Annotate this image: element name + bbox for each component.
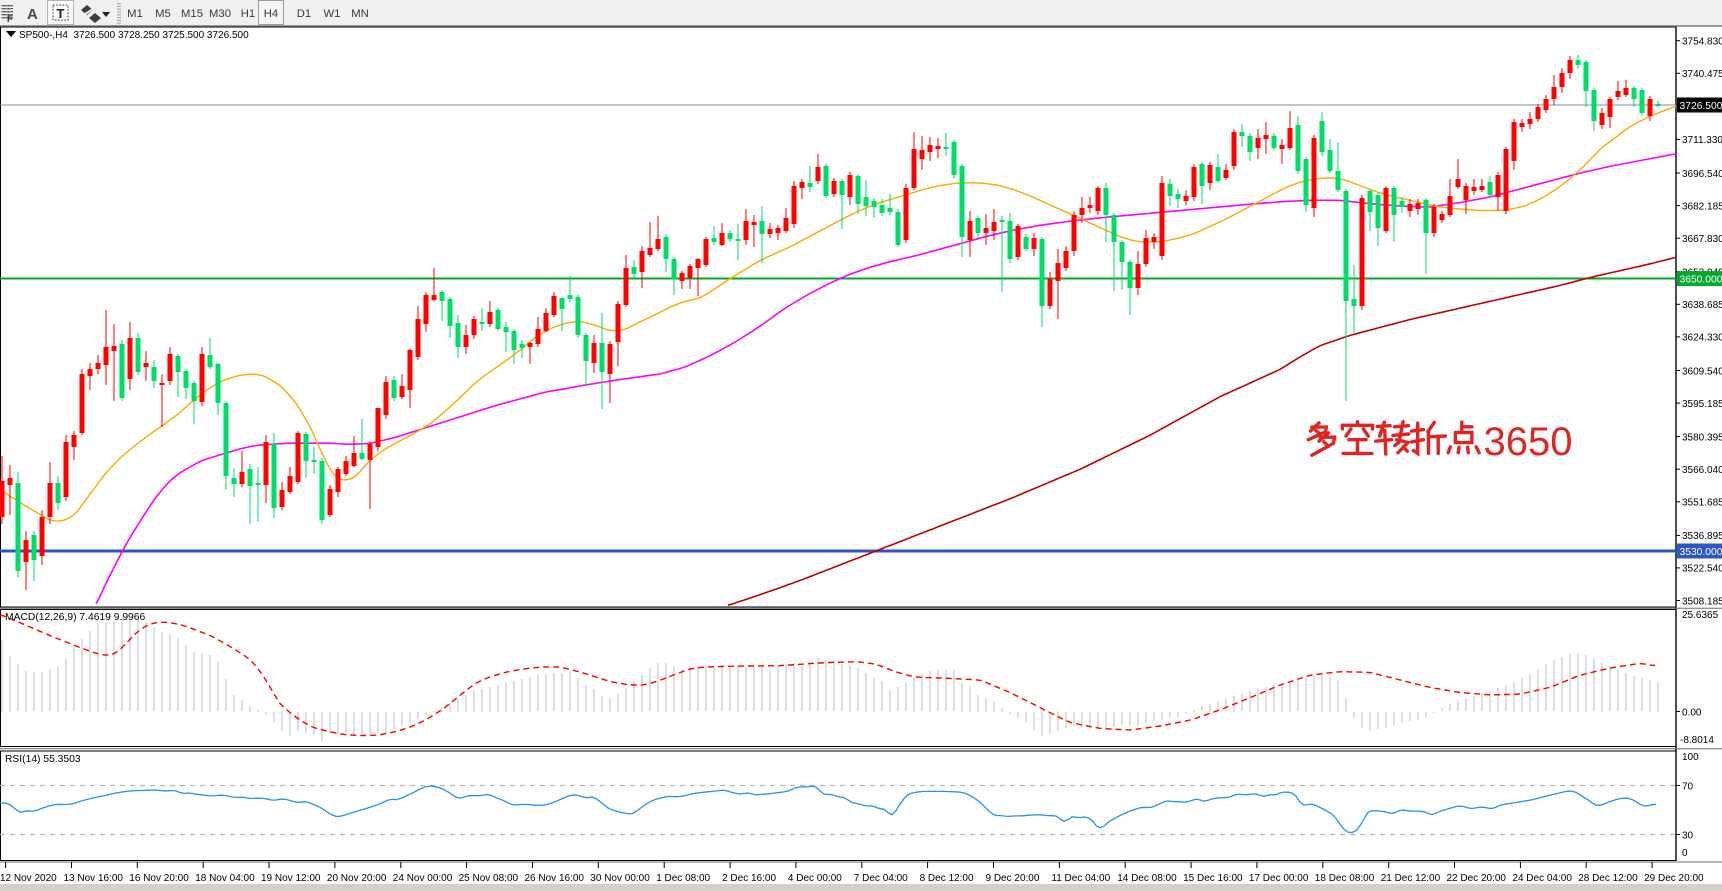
svg-text:30 Nov 00:00: 30 Nov 00:00 <box>590 873 650 884</box>
svg-text:17 Dec 00:00: 17 Dec 00:00 <box>1249 873 1309 884</box>
svg-text:8 Dec 12:00: 8 Dec 12:00 <box>920 873 974 884</box>
svg-text:0: 0 <box>1682 848 1688 859</box>
svg-text:14 Dec 08:00: 14 Dec 08:00 <box>1117 873 1177 884</box>
svg-text:A: A <box>27 6 38 23</box>
svg-text:SP500-,H4 3726.500 3728.250 3: SP500-,H4 3726.500 3728.250 3725.500 372… <box>19 30 249 41</box>
svg-text:20 Nov 20:00: 20 Nov 20:00 <box>327 873 387 884</box>
svg-text:100: 100 <box>1682 752 1699 763</box>
svg-text:3696.540: 3696.540 <box>1682 169 1722 180</box>
svg-text:3530.000: 3530.000 <box>1680 547 1722 558</box>
svg-text:19 Nov 12:00: 19 Nov 12:00 <box>261 873 321 884</box>
svg-text:15 Dec 16:00: 15 Dec 16:00 <box>1183 873 1243 884</box>
svg-text:3536.895: 3536.895 <box>1682 531 1722 542</box>
svg-text:3638.685: 3638.685 <box>1682 300 1722 311</box>
svg-text:7 Dec 04:00: 7 Dec 04:00 <box>854 873 908 884</box>
svg-text:29 Dec 20:00: 29 Dec 20:00 <box>1644 873 1704 884</box>
svg-text:3740.475: 3740.475 <box>1682 69 1722 80</box>
svg-text:M30: M30 <box>209 8 231 20</box>
svg-text:H1: H1 <box>241 8 255 20</box>
svg-text:0.00: 0.00 <box>1682 707 1702 718</box>
svg-text:3551.685: 3551.685 <box>1682 498 1722 509</box>
svg-text:3508.185: 3508.185 <box>1682 596 1722 607</box>
svg-text:3667.830: 3667.830 <box>1682 234 1722 245</box>
svg-text:24 Nov 00:00: 24 Nov 00:00 <box>393 873 453 884</box>
svg-text:W1: W1 <box>324 8 341 20</box>
svg-text:M5: M5 <box>155 8 171 20</box>
svg-text:3522.540: 3522.540 <box>1682 564 1722 575</box>
svg-text:22 Dec 20:00: 22 Dec 20:00 <box>1447 873 1507 884</box>
svg-text:25 Nov 08:00: 25 Nov 08:00 <box>459 873 519 884</box>
svg-text:3754.830: 3754.830 <box>1682 37 1722 48</box>
svg-text:M1: M1 <box>127 8 143 20</box>
svg-text:24 Dec 04:00: 24 Dec 04:00 <box>1512 873 1572 884</box>
svg-text:3624.330: 3624.330 <box>1682 333 1722 344</box>
svg-text:3726.500: 3726.500 <box>1680 101 1722 112</box>
svg-text:-8.8014: -8.8014 <box>1680 735 1714 746</box>
svg-text:13 Nov 16:00: 13 Nov 16:00 <box>64 873 124 884</box>
svg-text:16 Nov 20:00: 16 Nov 20:00 <box>129 873 189 884</box>
svg-text:M15: M15 <box>181 8 203 20</box>
svg-text:18 Nov 04:00: 18 Nov 04:00 <box>195 873 255 884</box>
svg-text:3609.540: 3609.540 <box>1682 366 1722 377</box>
svg-text:D1: D1 <box>297 8 311 20</box>
svg-text:3580.395: 3580.395 <box>1682 432 1722 443</box>
svg-text:30: 30 <box>1682 830 1694 841</box>
svg-text:3650: 3650 <box>1484 420 1573 464</box>
svg-text:12 Nov 2020: 12 Nov 2020 <box>0 873 57 884</box>
svg-text:3650.000: 3650.000 <box>1680 274 1722 285</box>
svg-text:3711.330: 3711.330 <box>1682 135 1722 146</box>
svg-text:4 Dec 00:00: 4 Dec 00:00 <box>788 873 842 884</box>
svg-text:18 Dec 08:00: 18 Dec 08:00 <box>1315 873 1375 884</box>
svg-text:3566.040: 3566.040 <box>1682 465 1722 476</box>
svg-text:26 Nov 16:00: 26 Nov 16:00 <box>525 873 585 884</box>
svg-text:RSI(14) 55.3503: RSI(14) 55.3503 <box>5 754 81 765</box>
svg-text:21 Dec 12:00: 21 Dec 12:00 <box>1381 873 1441 884</box>
svg-text:70: 70 <box>1682 781 1694 792</box>
svg-text:11 Dec 04:00: 11 Dec 04:00 <box>1051 873 1110 884</box>
svg-text:MACD(12,26,9) 7.4619 9.9966: MACD(12,26,9) 7.4619 9.9966 <box>5 612 146 623</box>
svg-text:28 Dec 12:00: 28 Dec 12:00 <box>1578 873 1638 884</box>
svg-text:3682.185: 3682.185 <box>1682 201 1722 212</box>
svg-text:F: F <box>7 14 13 24</box>
svg-text:1 Dec 08:00: 1 Dec 08:00 <box>656 873 710 884</box>
svg-text:H4: H4 <box>264 8 278 20</box>
svg-text:T: T <box>57 6 65 21</box>
svg-text:MN: MN <box>351 8 369 20</box>
svg-text:25.6365: 25.6365 <box>1682 610 1719 621</box>
svg-text:9 Dec 20:00: 9 Dec 20:00 <box>986 873 1040 884</box>
svg-text:3595.185: 3595.185 <box>1682 399 1722 410</box>
svg-text:2 Dec 16:00: 2 Dec 16:00 <box>722 873 776 884</box>
